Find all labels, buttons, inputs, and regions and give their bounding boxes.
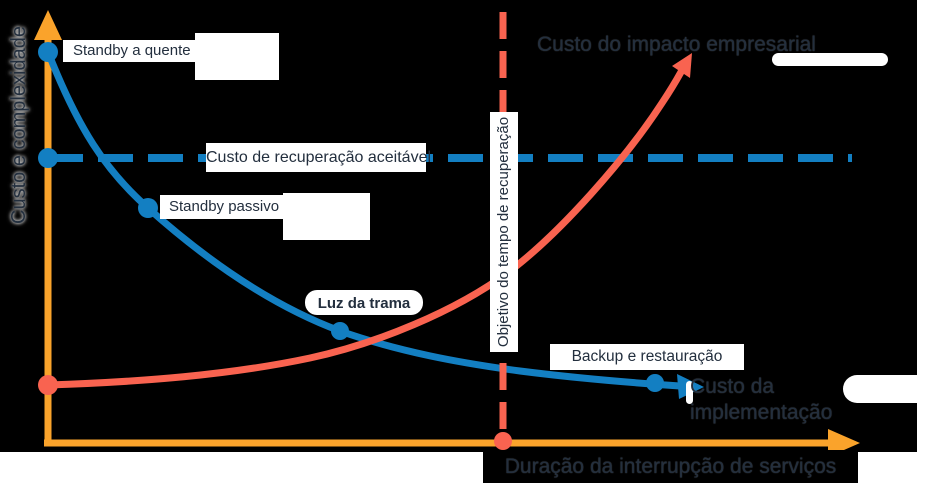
x-axis-label: Duração da interrupção de serviços bbox=[483, 450, 858, 483]
label-backdrop bbox=[195, 33, 279, 80]
y-axis-label: Custo e complexidade bbox=[8, 26, 30, 224]
backup-point bbox=[646, 374, 664, 392]
standby-quente-label: Standby a quente bbox=[63, 40, 206, 62]
right-white-strip bbox=[917, 0, 931, 495]
label-backdrop bbox=[772, 53, 888, 66]
y-axis-arrow-icon bbox=[34, 10, 62, 40]
implementation-cost-label: Custo da implementação bbox=[690, 375, 833, 424]
luz-da-trama-point bbox=[331, 322, 349, 340]
standby-quente-point bbox=[38, 42, 58, 62]
label-backdrop bbox=[305, 290, 423, 315]
standby-passivo-label: Standby passivo bbox=[160, 195, 284, 219]
business-impact-label: Custo do impacto empresarial bbox=[537, 33, 816, 56]
standby-passivo-point bbox=[138, 198, 158, 218]
label-backdrop bbox=[843, 375, 918, 403]
acceptable-cost-axis-point bbox=[38, 148, 58, 168]
backup-restauracao-label: Backup e restauração bbox=[550, 344, 744, 370]
rto-label: Objetivo do tempo de recuperação bbox=[490, 112, 518, 352]
luz-da-trama-label: Luz da trama bbox=[317, 295, 411, 312]
acceptable-recovery-cost-label: Custo de recuperação aceitável bbox=[206, 143, 431, 172]
business-impact-curve bbox=[44, 68, 685, 389]
business-impact-arrow-icon bbox=[672, 53, 692, 78]
rto-axis-point bbox=[494, 432, 512, 450]
label-backdrop bbox=[686, 381, 693, 404]
impact-curve-start-point bbox=[38, 375, 58, 395]
label-backdrop bbox=[283, 193, 370, 240]
